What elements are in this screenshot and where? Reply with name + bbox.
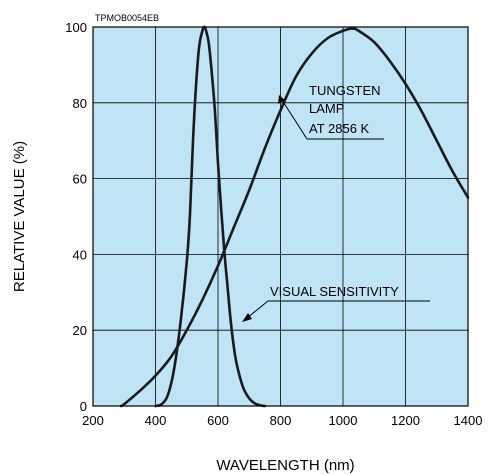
y-tick-label-40: 40 [73,247,87,262]
y-tick-label-80: 80 [73,96,87,111]
y-tick-label-100: 100 [65,20,87,35]
annotation-visual-sensitivity: VISUAL SENSITIVITY [242,284,430,322]
x-tick-label-1200: 1200 [391,413,420,428]
y-tick-labels: 0 20 40 60 80 100 [65,20,87,414]
annotation-tungsten-lamp: TUNGSTEN LAMP AT 2856 K [278,83,384,140]
annotation-visual-line1: VISUAL SENSITIVITY [270,284,399,299]
y-tick-label-0: 0 [80,399,87,414]
x-axis-label: WAVELENGTH (nm) [216,457,354,474]
annotation-visual-arrowhead [242,313,252,322]
annotation-tungsten-line2: LAMP [309,101,344,116]
annotation-tungsten-leader [281,99,308,140]
x-tick-label-1400: 1400 [454,413,483,428]
annotation-tungsten-line3: AT 2856 K [309,121,370,136]
x-tick-labels: 200 400 600 800 1000 1200 1400 [82,413,482,428]
y-tick-label-20: 20 [73,323,87,338]
annotation-visual-leader [246,300,269,319]
grid [93,27,468,406]
plot-frame [92,26,469,407]
annotation-tungsten-line1: TUNGSTEN [309,83,381,98]
x-tick-label-800: 800 [270,413,292,428]
series-visual-sensitivity-line [154,25,267,408]
x-tick-label-600: 600 [207,413,229,428]
x-tick-label-200: 200 [82,413,104,428]
x-tick-label-400: 400 [145,413,167,428]
chart-code: TPMOB0054EB [95,13,159,23]
x-tick-label-1000: 1000 [329,413,358,428]
series-tungsten-lamp-line [119,27,470,408]
series-layer [119,25,470,408]
y-axis-label: RELATIVE VALUE (%) [11,141,28,292]
annotation-tungsten-arrowhead [278,95,285,104]
y-tick-label-60: 60 [73,172,87,187]
plot-area [92,25,470,408]
